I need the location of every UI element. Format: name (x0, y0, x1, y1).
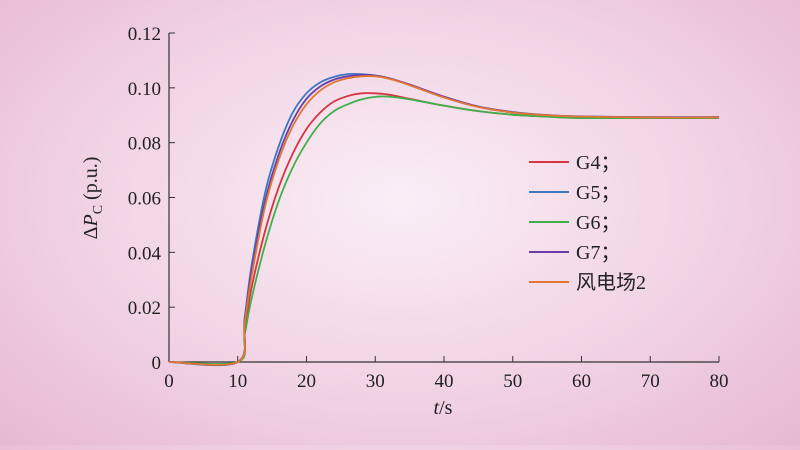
legend-label: G4； (576, 152, 620, 174)
x-axis-title: t/s (434, 397, 453, 419)
x-tick-label: 70 (641, 371, 660, 392)
x-tick-label: 30 (366, 371, 385, 392)
x-tick-label: 60 (572, 371, 591, 392)
y-tick-label: 0.08 (128, 134, 161, 155)
legend-label: 风电场2 (576, 271, 646, 294)
x-tick-label: 80 (710, 371, 729, 392)
y-axis-title: ΔPC (p.u.) (80, 157, 106, 240)
series-lines (168, 72, 720, 367)
y-axis-variable: P (80, 214, 102, 227)
y-tick-label: 0.10 (128, 79, 161, 100)
y-tick-label: 0.04 (128, 243, 162, 264)
series-line-3 (168, 95, 719, 365)
legend-label: G6； (576, 212, 620, 234)
y-tick-label: 0.06 (128, 189, 161, 210)
x-axis-variable: t (434, 397, 440, 419)
x-tick-label: 40 (435, 371, 454, 392)
y-axis-subscript: C (91, 205, 106, 214)
x-axis-unit: /s (439, 397, 453, 419)
y-axis-unit: (p.u.) (80, 157, 102, 205)
legend: G4； G5； G6； G7； 风电场2 (529, 152, 646, 294)
legend-label: G7； (576, 242, 620, 264)
x-tick-label: 10 (228, 371, 247, 392)
x-tick-label: 20 (297, 371, 316, 392)
x-tick-label: 0 (164, 371, 174, 392)
x-axis-ticks: 0 10 20 30 40 50 60 70 80 (164, 356, 729, 392)
y-tick-label: 0.02 (128, 298, 161, 319)
y-axis-prefix: Δ (80, 226, 102, 239)
y-tick-label: 0.12 (128, 24, 161, 45)
y-axis-ticks: 0 0.02 0.04 0.06 0.08 0.10 0.12 (128, 24, 175, 374)
series-line-1 (168, 92, 719, 366)
y-tick-label: 0 (152, 353, 162, 374)
legend-label: G5； (576, 182, 620, 204)
x-tick-label: 50 (503, 371, 522, 392)
series-line-5 (168, 75, 720, 366)
axes (168, 33, 719, 363)
